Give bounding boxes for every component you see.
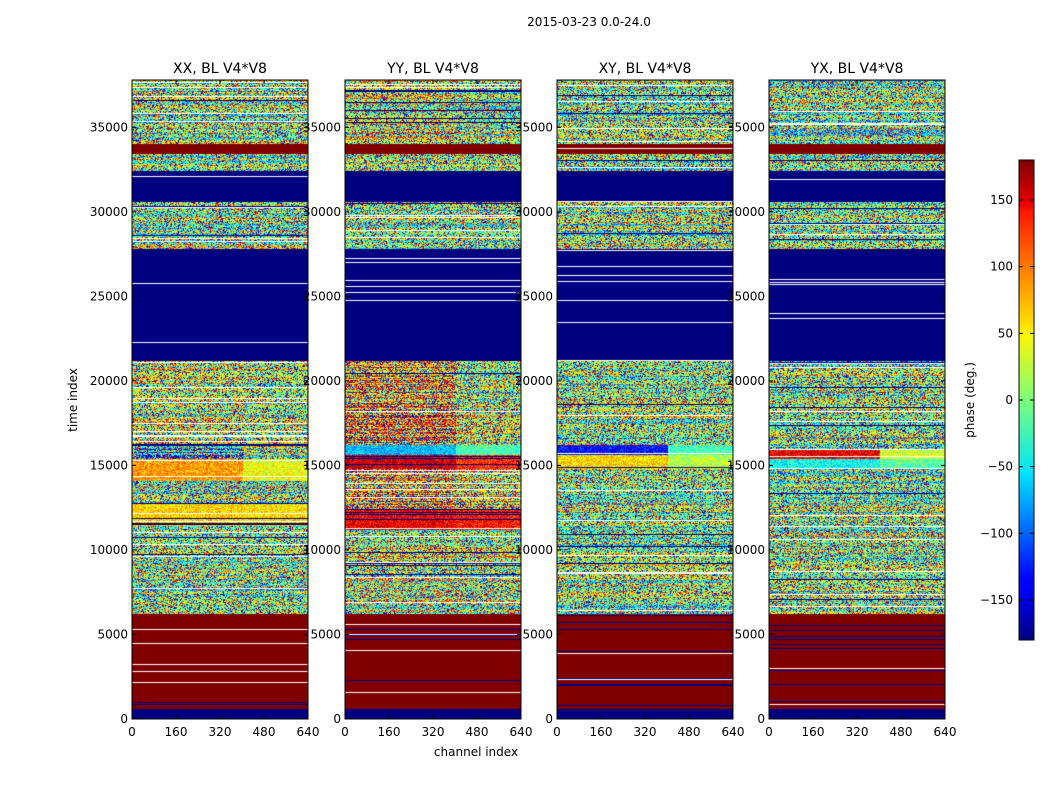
y-tick-label: 30000 [727, 205, 765, 219]
y-tick-label: 30000 [515, 205, 553, 219]
x-tick-label: 0 [128, 725, 136, 739]
colorbar-tick-label: −50 [988, 460, 1013, 474]
y-tick-label: 25000 [727, 289, 765, 303]
y-tick-label: 0 [333, 712, 341, 726]
heatmap-image-1 [132, 80, 308, 719]
x-tick-label: 160 [165, 725, 188, 739]
y-tick-label: 25000 [90, 289, 128, 303]
x-tick-label: 320 [422, 725, 445, 739]
x-tick-label: 640 [934, 725, 957, 739]
y-tick-label: 15000 [515, 458, 553, 472]
colorbar-tick-label: 100 [990, 260, 1013, 274]
x-tick-label: 480 [466, 725, 489, 739]
y-tick-label: 5000 [734, 627, 765, 641]
y-tick-label: 25000 [515, 289, 553, 303]
x-tick-label: 320 [209, 725, 232, 739]
x-tick-label: 160 [590, 725, 613, 739]
panel-title-1: XX, BL V4*V8 [173, 61, 267, 77]
y-tick-label: 10000 [90, 543, 128, 557]
y-tick-label: 0 [545, 712, 553, 726]
heatmap-panel-1: XX, BL V4*V8 0 160 320 480 640 0 5000 10000 15000… [90, 61, 320, 739]
y-tick-label: 25000 [303, 289, 341, 303]
y-tick-label: 20000 [303, 374, 341, 388]
heatmap-image-2 [345, 80, 521, 719]
colorbar-tick-label: −100 [980, 526, 1013, 540]
y-tick-label: 10000 [515, 543, 553, 557]
heatmap-image-4 [769, 80, 945, 719]
y-tick-label: 15000 [303, 458, 341, 472]
y-tick-label: 10000 [727, 543, 765, 557]
heatmap-panel-4: YX, BL V4*V8 0 160 320 480 640 0 5000 10000 15000… [727, 61, 957, 739]
y-tick-label: 15000 [727, 458, 765, 472]
heatmap-panel-3: XY, BL V4*V8 0 160 320 480 640 0 5000 10000 15000… [515, 61, 745, 739]
x-tick-label: 480 [890, 725, 913, 739]
panel-title-4: YX, BL V4*V8 [810, 61, 904, 77]
heatmap-image-3 [557, 80, 733, 719]
y-tick-label: 35000 [515, 120, 553, 134]
x-tick-label: 640 [297, 725, 320, 739]
colorbar-tick-label: 150 [990, 193, 1013, 207]
y-tick-label: 35000 [90, 120, 128, 134]
x-axis-label: channel index [434, 745, 518, 759]
x-tick-label: 640 [722, 725, 745, 739]
figure-suptitle: 2015-03-23 0.0-24.0 [527, 15, 651, 29]
y-tick-label: 20000 [90, 374, 128, 388]
x-tick-label: 480 [678, 725, 701, 739]
y-axis-label: time index [66, 368, 80, 432]
x-tick-label: 160 [378, 725, 401, 739]
colorbar-ticks: −150 −100 −50 0 50 100 150 [980, 193, 1034, 607]
y-tick-label: 20000 [727, 374, 765, 388]
x-tick-label: 0 [553, 725, 561, 739]
x-tick-label: 320 [634, 725, 657, 739]
x-tick-label: 0 [765, 725, 773, 739]
y-tick-label: 30000 [303, 205, 341, 219]
y-tick-label: 30000 [90, 205, 128, 219]
y-tick-label: 0 [120, 712, 128, 726]
y-tick-label: 15000 [90, 458, 128, 472]
heatmap-panel-2: YY, BL V4*V8 0 160 320 480 640 0 5000 10000 15000… [303, 61, 533, 739]
y-tick-label: 5000 [522, 627, 553, 641]
x-tick-label: 0 [341, 725, 349, 739]
y-tick-label: 5000 [310, 627, 341, 641]
heatmap-panels: XX, BL V4*V8 0 160 320 480 640 0 5000 10000 15000… [90, 61, 957, 739]
colorbar-label: phase (deg.) [963, 362, 977, 438]
y-tick-label: 35000 [303, 120, 341, 134]
y-tick-label: 5000 [97, 627, 128, 641]
x-tick-label: 320 [846, 725, 869, 739]
x-tick-label: 160 [802, 725, 825, 739]
y-tick-label: 20000 [515, 374, 553, 388]
colorbar-tick-label: 50 [998, 326, 1013, 340]
x-tick-label: 640 [510, 725, 533, 739]
panel-title-2: YY, BL V4*V8 [386, 61, 479, 77]
y-tick-label: 10000 [303, 543, 341, 557]
colorbar-tick-label: −150 [980, 593, 1013, 607]
y-tick-label: 35000 [727, 120, 765, 134]
x-tick-label: 480 [253, 725, 276, 739]
colorbar: −150 −100 −50 0 50 100 150 phase (deg.) [963, 159, 1035, 641]
colorbar-tick-label: 0 [1005, 393, 1013, 407]
panel-title-3: XY, BL V4*V8 [599, 61, 692, 77]
y-tick-label: 0 [757, 712, 765, 726]
